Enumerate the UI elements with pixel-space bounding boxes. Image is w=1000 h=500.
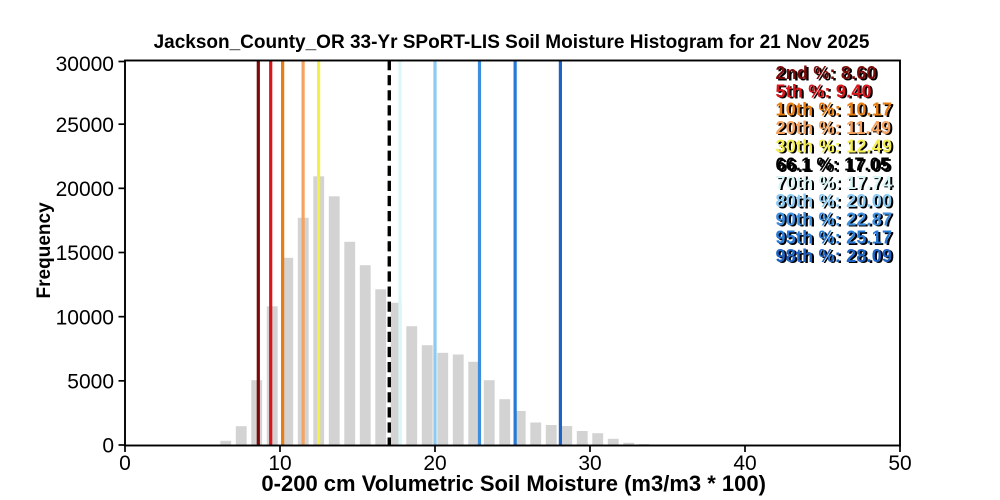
svg-text:95th %: 25.17: 95th %: 25.17 <box>776 228 893 248</box>
svg-text:66.1 %: 17.05: 66.1 %: 17.05 <box>776 155 891 175</box>
svg-text:25000: 25000 <box>56 114 114 137</box>
svg-text:70th %: 17.74: 70th %: 17.74 <box>778 174 895 194</box>
svg-text:Frequency: Frequency <box>34 202 55 299</box>
svg-text:90th %: 22.87: 90th %: 22.87 <box>778 211 895 231</box>
svg-text:20: 20 <box>423 452 446 475</box>
svg-text:30th %: 12.49: 30th %: 12.49 <box>778 137 895 157</box>
svg-text:15000: 15000 <box>56 242 114 265</box>
svg-text:20th %: 11.49: 20th %: 11.49 <box>776 118 892 138</box>
svg-text:0: 0 <box>119 452 131 475</box>
svg-text:30000: 30000 <box>56 53 114 76</box>
svg-text:95th %: 25.17: 95th %: 25.17 <box>778 229 895 249</box>
svg-text:2nd %: 8.60: 2nd %: 8.60 <box>778 64 879 84</box>
svg-text:98th %: 28.09: 98th %: 28.09 <box>778 247 895 267</box>
svg-text:70th %: 17.74: 70th %: 17.74 <box>776 173 893 193</box>
svg-text:10th %: 10.17: 10th %: 10.17 <box>776 100 893 120</box>
svg-text:10000: 10000 <box>56 306 114 329</box>
svg-text:0-200 cm Volumetric Soil Moist: 0-200 cm Volumetric Soil Moisture (m3/m3… <box>261 471 766 496</box>
svg-text:5th %: 9.40: 5th %: 9.40 <box>776 81 872 101</box>
svg-text:80th %: 20.00: 80th %: 20.00 <box>776 191 893 211</box>
svg-text:50: 50 <box>888 452 911 475</box>
svg-text:20th %: 11.49: 20th %: 11.49 <box>778 119 894 139</box>
svg-text:80th %: 20.00: 80th %: 20.00 <box>778 192 895 212</box>
svg-text:98th %: 28.09: 98th %: 28.09 <box>776 246 893 266</box>
svg-text:90th %: 22.87: 90th %: 22.87 <box>776 209 893 229</box>
svg-text:2nd %: 8.60: 2nd %: 8.60 <box>776 63 877 83</box>
svg-text:10: 10 <box>268 452 291 475</box>
svg-text:30th %: 12.49: 30th %: 12.49 <box>776 136 893 156</box>
svg-text:40: 40 <box>733 452 756 475</box>
svg-text:66.1 %: 17.05: 66.1 %: 17.05 <box>778 156 893 176</box>
svg-text:10th %: 10.17: 10th %: 10.17 <box>778 101 895 121</box>
svg-text:30: 30 <box>578 452 601 475</box>
svg-text:Jackson_County_OR 33-Yr SPoRT-: Jackson_County_OR 33-Yr SPoRT-LIS Soil M… <box>154 32 870 53</box>
svg-text:0: 0 <box>102 435 114 458</box>
svg-text:5000: 5000 <box>67 370 114 393</box>
svg-text:20000: 20000 <box>56 178 114 201</box>
svg-text:5th %: 9.40: 5th %: 9.40 <box>778 83 874 103</box>
